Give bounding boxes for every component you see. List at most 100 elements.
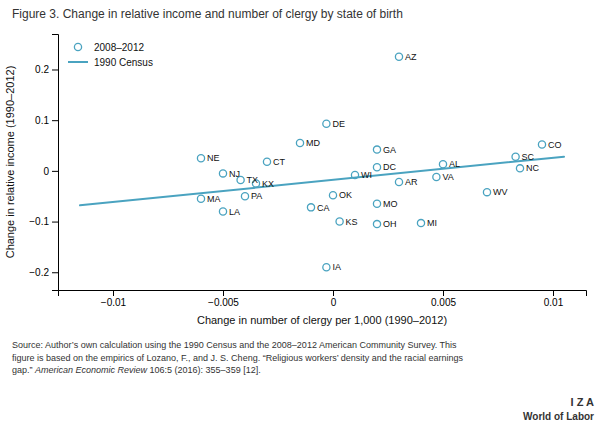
- title: Figure 3. Change in relative income and …: [12, 7, 403, 21]
- point-label: MD: [306, 138, 320, 148]
- y-tick-label: −0.1: [29, 216, 49, 227]
- point-label: SC: [522, 152, 535, 162]
- point-label: NE: [207, 153, 220, 163]
- point: [197, 195, 204, 202]
- chart: Figure 3. Change in relative income and …: [0, 0, 608, 436]
- legend-label: 1990 Census: [94, 57, 153, 68]
- y-tick: −0.2: [29, 267, 58, 278]
- x-tick-mark: [443, 290, 444, 296]
- point: [395, 53, 402, 60]
- point: [439, 161, 446, 168]
- point-labels: AZCOSCNCDEMDGAALVADCWIARWVNENJCTTXKXPAMA…: [207, 52, 562, 272]
- x-tick-label: 0.005: [431, 297, 456, 308]
- y-tick: 0.2: [35, 64, 58, 75]
- point-label: WV: [493, 187, 508, 197]
- point-label: LA: [229, 207, 240, 217]
- point-label: KS: [346, 217, 358, 227]
- y-tick: 0.1: [35, 115, 58, 126]
- point: [336, 218, 343, 225]
- point-label: MO: [383, 199, 398, 209]
- point-label: IA: [332, 262, 341, 272]
- legend: 2008–2012 1990 Census: [68, 42, 153, 68]
- point: [307, 204, 314, 211]
- point-label: VA: [442, 172, 453, 182]
- point: [516, 165, 523, 172]
- point-label: GA: [383, 145, 396, 155]
- point: [263, 158, 270, 165]
- y-tick-label: −0.2: [29, 267, 49, 278]
- point-label: MA: [207, 194, 221, 204]
- source-note: Source: Author’s own calculation using t…: [12, 340, 457, 350]
- y-tick-mark: [52, 69, 58, 70]
- x-tick-label: −0.01: [101, 297, 127, 308]
- x-tick-label: −0.005: [208, 297, 239, 308]
- point: [433, 173, 440, 180]
- annotation-part: American Economic Review: [34, 365, 148, 375]
- point: [323, 264, 330, 271]
- point: [219, 170, 226, 177]
- point: [296, 139, 303, 146]
- point: [483, 189, 490, 196]
- trend-line: [80, 157, 564, 206]
- point-label: NC: [526, 163, 539, 173]
- point-label: CT: [273, 157, 285, 167]
- legend-item: 1990 Census: [68, 57, 153, 68]
- plot-area: [80, 53, 564, 271]
- point: [373, 200, 380, 207]
- x-tick-mark: [553, 290, 554, 296]
- point: [373, 146, 380, 153]
- x-axis-line: [59, 291, 587, 297]
- x-tick-mark: [223, 290, 224, 296]
- y-axis: −0.2 −0.1 0 0.1 0.2: [29, 35, 58, 291]
- point: [395, 178, 402, 185]
- point: [323, 120, 330, 127]
- point-label: CO: [548, 140, 562, 150]
- x-tick: 0.01: [544, 290, 564, 308]
- point-label: OK: [339, 190, 352, 200]
- x-tick-mark: [113, 290, 114, 296]
- x-axis-title: Change in number of clergy per 1,000 (19…: [197, 314, 447, 326]
- point-label: AR: [405, 177, 418, 187]
- point-label: KX: [262, 179, 274, 189]
- point-label: DC: [383, 162, 396, 172]
- y-tick-mark: [52, 171, 58, 172]
- x-tick: 0: [331, 290, 337, 308]
- point: [241, 193, 248, 200]
- point-label: AZ: [405, 52, 417, 62]
- x-tick-label: 0.01: [544, 297, 564, 308]
- legend-item: 2008–2012: [74, 42, 144, 53]
- x-axis: −0.01 −0.005 0 0.005 0.01: [59, 290, 587, 308]
- point-label: PA: [251, 191, 262, 201]
- y-tick: −0.1: [29, 216, 58, 227]
- point: [329, 192, 336, 199]
- y-tick-label: 0.1: [35, 115, 49, 126]
- point-label: AL: [449, 159, 460, 169]
- x-tick: 0.005: [431, 290, 456, 308]
- point-label: OH: [383, 219, 397, 229]
- point-label: NJ: [229, 169, 240, 179]
- point-label: WI: [361, 170, 372, 180]
- y-tick-label: 0: [43, 166, 49, 177]
- legend-swatch: [68, 61, 88, 63]
- watermark: World of Labor: [523, 411, 594, 422]
- point: [373, 164, 380, 171]
- point-label: DE: [332, 119, 345, 129]
- watermark: I Z A: [571, 396, 594, 408]
- point: [219, 208, 226, 215]
- source-note: figure is based on the empirics of Lozan…: [12, 353, 463, 363]
- legend-swatch: [74, 43, 81, 50]
- y-tick-mark: [52, 120, 58, 121]
- y-axis-line: [52, 35, 59, 291]
- y-tick-mark: [52, 222, 58, 223]
- legend-label: 2008–2012: [94, 42, 144, 53]
- point: [373, 220, 380, 227]
- y-axis-title: Change in relative income (1990–2012): [4, 66, 16, 259]
- annotation-part: gap.”: [12, 365, 35, 375]
- y-tick-mark: [52, 272, 58, 273]
- point-label: MI: [427, 218, 437, 228]
- annotation-part: 106:5 (2016): 355–359 [12].: [147, 365, 261, 375]
- x-tick: −0.005: [208, 290, 239, 308]
- x-tick: −0.01: [101, 290, 127, 308]
- point: [197, 155, 204, 162]
- point: [512, 153, 519, 160]
